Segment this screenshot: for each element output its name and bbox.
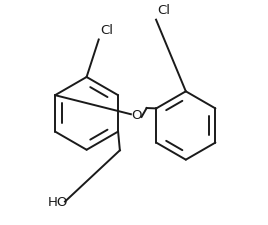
Text: HO: HO	[48, 196, 68, 209]
Text: Cl: Cl	[100, 24, 113, 37]
Text: Cl: Cl	[157, 4, 170, 18]
Text: O: O	[131, 109, 142, 122]
